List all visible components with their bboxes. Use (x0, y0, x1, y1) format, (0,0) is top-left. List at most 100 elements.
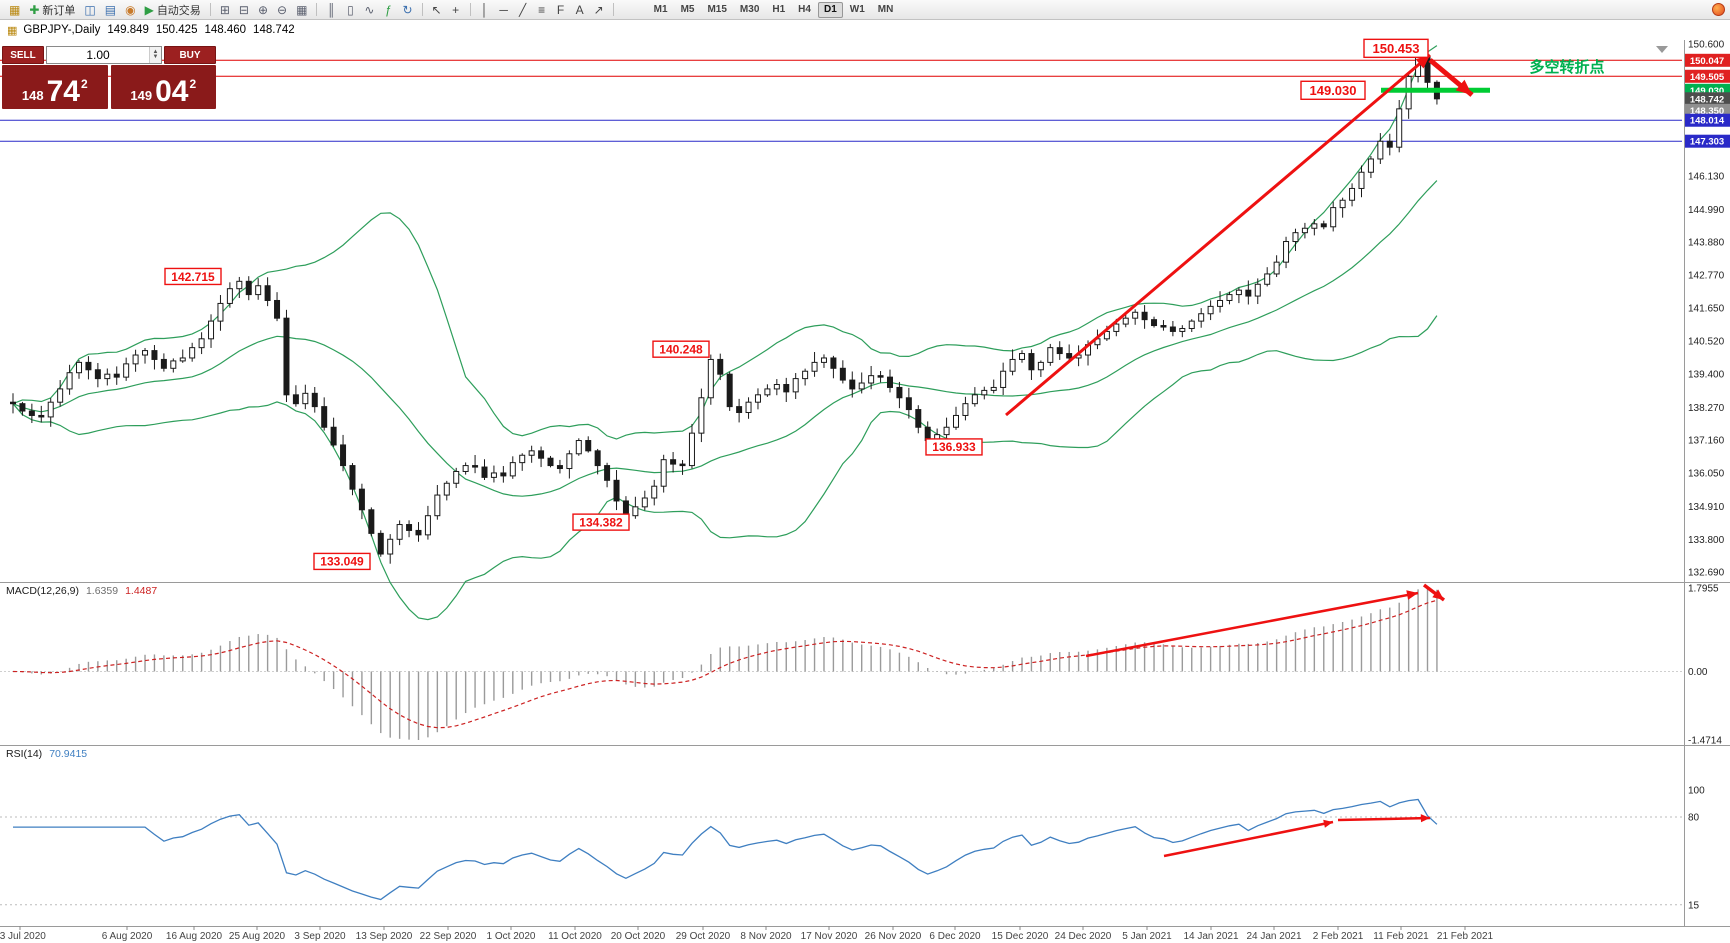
svg-text:24 Dec 2020: 24 Dec 2020 (1055, 931, 1112, 942)
tile-windows-icon-glyph: ⊟ (238, 2, 249, 17)
arrows-icon[interactable]: ↗ (590, 1, 608, 18)
svg-text:141.650: 141.650 (1688, 303, 1725, 314)
trade-controls-row: SELL ▲▼ BUY (2, 46, 216, 64)
volume-spinner[interactable]: ▲ ▼ (149, 47, 161, 63)
buy-button[interactable]: BUY (164, 46, 216, 64)
svg-text:15 Dec 2020: 15 Dec 2020 (992, 931, 1049, 942)
svg-text:16 Aug 2020: 16 Aug 2020 (166, 931, 223, 942)
connection-status-icon[interactable] (1712, 3, 1725, 16)
price-tags: 150.047 149.505 149.030148.742148.350148.0… (1685, 53, 1730, 148)
panel-chrome (0, 40, 1730, 927)
arrows-icon-glyph: ↗ (593, 2, 604, 17)
svg-text:-1.4714: -1.4714 (1688, 736, 1722, 747)
fibonacci-icon-glyph: F (556, 2, 565, 17)
svg-text:148.014: 148.014 (1690, 116, 1725, 127)
svg-text:100: 100 (1688, 786, 1705, 797)
auto-scroll-icon[interactable]: ↻ (398, 1, 416, 18)
crosshair-icon[interactable]: + (447, 1, 465, 18)
svg-text:144.990: 144.990 (1688, 205, 1725, 216)
volume-input[interactable] (47, 47, 161, 63)
grid-icon[interactable]: ▦ (292, 1, 311, 18)
zoom-in-icon[interactable]: ⊕ (254, 1, 272, 18)
svg-text:138.270: 138.270 (1688, 403, 1725, 414)
svg-text:6 Dec 2020: 6 Dec 2020 (929, 931, 981, 942)
new-order-button-label: 新订单 (42, 4, 76, 17)
svg-text:23 Jul 2020: 23 Jul 2020 (0, 931, 46, 942)
line-chart-icon[interactable]: ∿ (360, 1, 378, 18)
timeframe-h1-button[interactable]: H1 (766, 2, 791, 18)
toolbar-separator (421, 3, 423, 16)
tile-windows-icon[interactable]: ⊟ (235, 1, 253, 18)
timeframe-mn-button[interactable]: MN (872, 2, 900, 18)
market-watch-icon[interactable]: ◫ (80, 1, 99, 18)
horizontal-line-icon-glyph: ─ (499, 2, 508, 17)
candlestick-chart-icon[interactable]: ▯ (341, 1, 359, 18)
indicators-icon[interactable]: ƒ (379, 1, 397, 18)
svg-text:150.453: 150.453 (1373, 41, 1420, 56)
text-icon[interactable]: A (571, 1, 589, 18)
volume-field: ▲▼ (46, 46, 162, 64)
svg-text:136.050: 136.050 (1688, 468, 1725, 479)
svg-text:150.047: 150.047 (1690, 56, 1724, 67)
data-window-icon[interactable]: ▤ (101, 1, 120, 18)
horizontal-line-icon[interactable]: ─ (495, 1, 513, 18)
bar-chart-icon[interactable]: ║ (322, 1, 340, 18)
timeframe-m15-button[interactable]: M15 (701, 2, 732, 18)
svg-text:6 Aug 2020: 6 Aug 2020 (102, 931, 153, 942)
cursor-icon-glyph: ↖ (431, 2, 442, 17)
macd-name: MACD(12,26,9) (6, 585, 79, 597)
candles[interactable] (10, 45, 1440, 564)
auto-trading-button[interactable]: ▶ 自动交易 (141, 1, 205, 18)
svg-text:147.303: 147.303 (1690, 137, 1724, 148)
sell-price-panel[interactable]: 148 74 2 (2, 65, 108, 109)
spinner-up-icon[interactable]: ▲ (152, 49, 159, 55)
svg-text:20 Oct 2020: 20 Oct 2020 (611, 931, 666, 942)
candlestick-chart-icon-glyph: ▯ (347, 2, 354, 17)
svg-text:146.130: 146.130 (1688, 171, 1725, 182)
toolbar-separator (209, 3, 211, 16)
zoom-out-icon[interactable]: ⊖ (273, 1, 291, 18)
cursor-icon[interactable]: ↖ (428, 1, 446, 18)
vertical-line-icon[interactable]: │ (476, 1, 494, 18)
cascade-windows-icon[interactable]: ⊞ (216, 1, 234, 18)
timeframe-m5-button[interactable]: M5 (675, 2, 701, 18)
svg-text:1.7955: 1.7955 (1688, 584, 1719, 595)
timeframe-m1-button[interactable]: M1 (648, 2, 674, 18)
buy-price-panel[interactable]: 149 04 2 (110, 65, 216, 109)
chart-title-bar: ▦ GBPJPY-,Daily 149.849 150.425 148.460 … (0, 20, 295, 40)
price-axis: 150.600 146.130 144.990 143.880 142.770 141.6… (1688, 40, 1725, 579)
timeframe-d1-button[interactable]: D1 (817, 1, 843, 18)
rsi-indicator-label: RSI(14) 70.9415 (6, 748, 87, 760)
svg-text:132.690: 132.690 (1688, 568, 1725, 579)
trendline-icon[interactable]: ╱ (514, 1, 532, 18)
new-order-button[interactable]: ✚ 新订单 (25, 1, 79, 18)
chart-annotations[interactable]: 142.715 133.049 134.382 140.248 136.933 150.4… (164, 38, 1605, 571)
timeframe-w1-button[interactable]: W1 (844, 2, 871, 18)
timeframe-m30-button[interactable]: M30 (734, 2, 765, 18)
svg-text:3 Sep 2020: 3 Sep 2020 (294, 931, 346, 942)
sell-button[interactable]: SELL (2, 46, 44, 64)
svg-text:150.600: 150.600 (1688, 40, 1725, 51)
svg-text:149.505: 149.505 (1690, 72, 1725, 83)
toolbar-separator (612, 3, 614, 16)
chart-window-icon-glyph: ▦ (9, 2, 21, 17)
svg-text:15: 15 (1688, 900, 1700, 911)
svg-text:24 Jan 2021: 24 Jan 2021 (1246, 931, 1301, 942)
fibonacci-icon[interactable]: F (552, 1, 570, 18)
chart-window-icon[interactable]: ▦ (5, 1, 24, 18)
timeframe-h4-button[interactable]: H4 (792, 2, 817, 18)
svg-text:11 Feb 2021: 11 Feb 2021 (1373, 931, 1429, 942)
svg-text:137.160: 137.160 (1688, 436, 1725, 447)
channel-icon-glyph: ≡ (538, 2, 546, 17)
toolbar-separator (469, 3, 471, 16)
sell-price-sup: 2 (80, 77, 88, 91)
sound-icon[interactable]: ◉ (121, 1, 139, 18)
channel-icon[interactable]: ≡ (533, 1, 551, 18)
bar-chart-icon-glyph: ║ (327, 2, 336, 17)
spinner-down-icon[interactable]: ▼ (152, 54, 159, 60)
chart-shift-marker (1656, 46, 1668, 53)
date-axis: 23 Jul 2020 6 Aug 2020 16 Aug 2020 25 Aug 2… (0, 926, 1494, 942)
